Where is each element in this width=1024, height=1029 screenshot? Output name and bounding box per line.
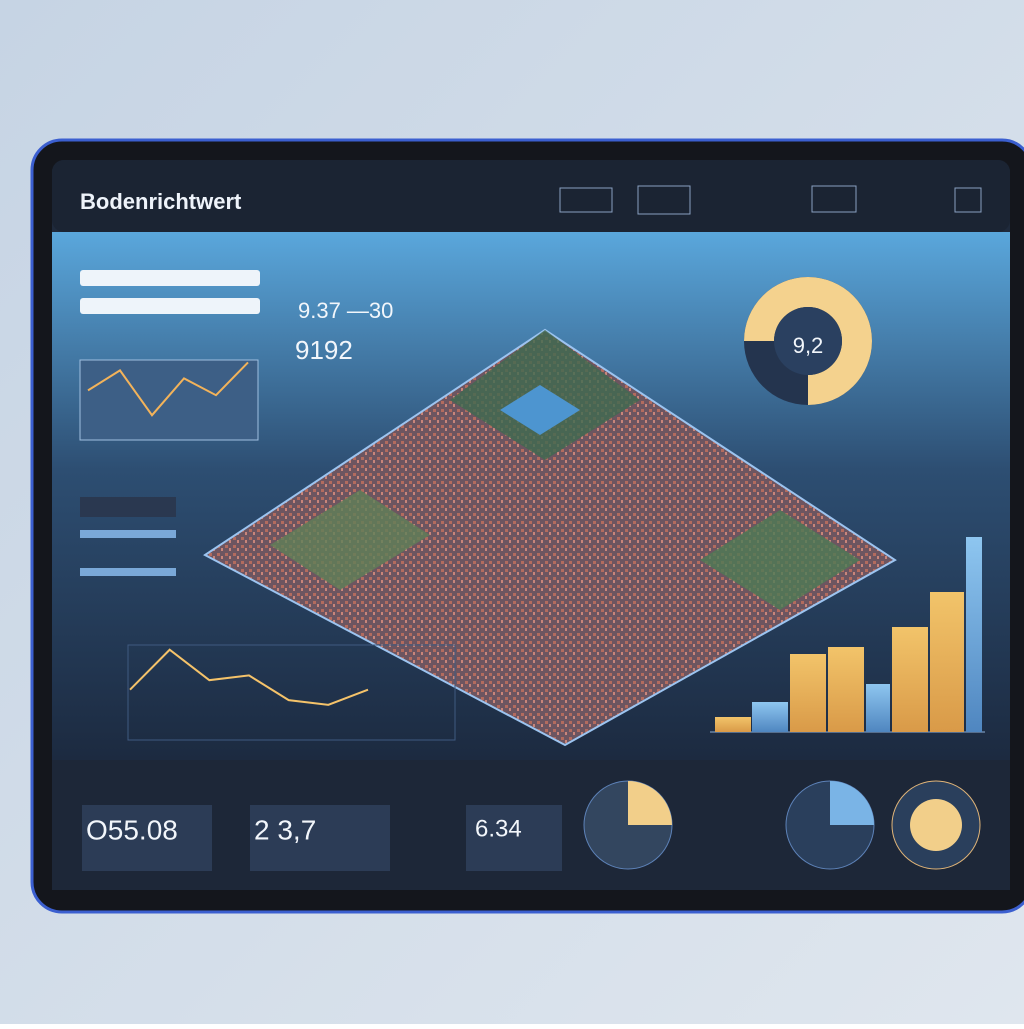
trend-line bbox=[129, 648, 369, 706]
kpi-card bbox=[466, 805, 562, 871]
pie-core bbox=[910, 799, 962, 851]
donut-label: 9,2 bbox=[793, 333, 824, 358]
nav-tab[interactable] bbox=[559, 187, 613, 213]
nav[interactable] bbox=[559, 185, 982, 215]
nav-tab[interactable] bbox=[811, 185, 857, 213]
input-field[interactable] bbox=[80, 270, 260, 286]
stat-value: 9192 bbox=[295, 335, 353, 365]
bar bbox=[892, 627, 928, 732]
kpi-value: O55.08 bbox=[86, 814, 178, 845]
header-bar bbox=[52, 160, 1010, 232]
stat-range: 9.37 —30 bbox=[298, 298, 393, 323]
input-field[interactable] bbox=[80, 298, 260, 314]
kpi-value: 6.34 bbox=[475, 815, 522, 842]
bar bbox=[715, 717, 751, 732]
nav-tab[interactable] bbox=[954, 187, 982, 213]
slider[interactable] bbox=[80, 497, 176, 517]
bar bbox=[930, 592, 964, 732]
kpi-card bbox=[250, 805, 390, 871]
slider[interactable] bbox=[80, 568, 176, 576]
map-field bbox=[270, 490, 430, 590]
donut-arc bbox=[808, 277, 872, 341]
kpi-card bbox=[82, 805, 212, 871]
map-water bbox=[500, 385, 580, 435]
map-field bbox=[700, 510, 860, 610]
donut-hole bbox=[774, 307, 842, 375]
donut-arc bbox=[744, 277, 808, 341]
bar bbox=[866, 684, 890, 732]
small-chart-box bbox=[79, 359, 259, 441]
pie-slice bbox=[628, 781, 672, 825]
large-chart-box bbox=[127, 644, 456, 741]
map bbox=[203, 328, 897, 747]
app-title: Bodenrichtwert bbox=[80, 189, 242, 214]
trend-line bbox=[87, 361, 249, 417]
donut-arc bbox=[808, 341, 872, 405]
bar bbox=[790, 654, 826, 732]
kpi-value: 2 3,7 bbox=[254, 814, 316, 845]
pie-slice bbox=[830, 781, 874, 825]
slider[interactable] bbox=[80, 530, 176, 538]
bar bbox=[966, 537, 982, 732]
nav-tab[interactable] bbox=[637, 185, 691, 215]
bar bbox=[752, 702, 788, 732]
bar bbox=[828, 647, 864, 732]
